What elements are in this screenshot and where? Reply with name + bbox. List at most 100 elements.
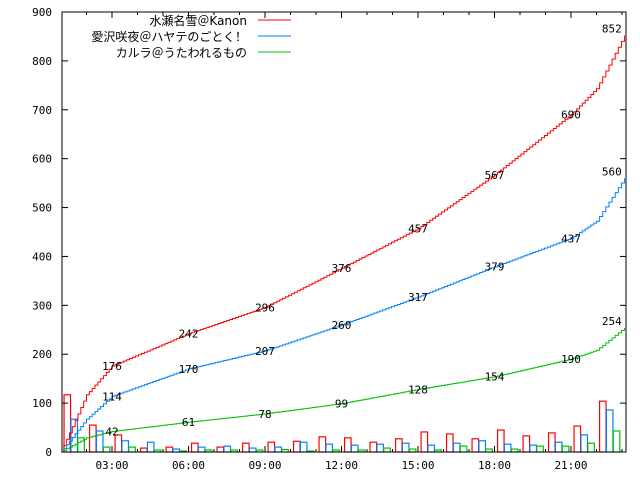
bar-1-hour-15 <box>420 431 429 453</box>
data-label-1: 690 <box>561 109 581 122</box>
data-labels: 176 242 296 376 457 567 690 852 114 170 207 260 317 3… <box>102 23 622 439</box>
bar-1-hour-22 <box>598 400 607 453</box>
y-tick-label: 100 <box>32 397 52 410</box>
plot-frame <box>61 11 627 453</box>
data-label-1: 176 <box>102 360 122 373</box>
data-label-3: 128 <box>408 383 428 396</box>
data-label-1: 852 <box>602 23 622 36</box>
bar-2-hour-3 <box>121 440 130 453</box>
bar-2-hour-6 <box>197 446 206 453</box>
y-tick-label: 400 <box>32 250 52 263</box>
bar-3-hour-2 <box>102 446 111 453</box>
data-label-3: 254 <box>602 315 622 328</box>
bar-1-hour-16 <box>445 433 454 453</box>
bar-1-hour-10 <box>292 440 301 453</box>
y-tick-label: 300 <box>32 299 52 312</box>
bar-2-hour-16 <box>452 442 461 453</box>
bar-2-hour-4 <box>146 441 155 453</box>
y-tick-label: 700 <box>32 104 52 117</box>
x-tick-label: 06:00 <box>172 459 205 472</box>
bar-2-hour-9 <box>274 446 283 453</box>
bar-2-hour-7 <box>223 445 232 453</box>
bar-2-hour-15 <box>427 444 436 453</box>
bar-1-hour-2 <box>88 424 97 453</box>
data-label-1: 242 <box>179 328 199 341</box>
data-label-3: 42 <box>105 425 118 438</box>
bar-3-hour-19 <box>536 445 544 453</box>
y-tick-label: 800 <box>32 55 52 68</box>
bar-3-hour-22 <box>612 430 621 453</box>
bar-2-hour-12 <box>350 444 359 453</box>
bar-1-hour-4 <box>139 447 148 453</box>
bar-2-hour-18 <box>503 443 512 453</box>
bar-1-hour-6 <box>190 442 199 453</box>
bar-3-hour-13 <box>383 447 391 453</box>
bar-2-hour-20 <box>554 441 563 453</box>
data-label-2: 260 <box>332 319 352 332</box>
x-tick-label: 12:00 <box>325 459 358 472</box>
bar-2-hour-22 <box>605 409 614 453</box>
bar-2-hour-17 <box>478 440 487 453</box>
bar-3-hour-3 <box>128 446 136 453</box>
data-label-2: 114 <box>102 390 122 403</box>
y-tick-label: 200 <box>32 348 52 361</box>
bar-2-hour-21 <box>580 434 589 453</box>
y-tick-label: 0 <box>45 446 52 459</box>
data-label-2: 560 <box>602 165 622 178</box>
x-tick-label: 18:00 <box>478 459 511 472</box>
bar-1-hour-13 <box>369 441 378 453</box>
data-label-3: 154 <box>485 371 505 384</box>
bar-1-hour-14 <box>394 438 403 453</box>
legend-label-3: カルラ＠うたわれるもの <box>116 46 247 60</box>
bar-3-hour-20 <box>561 445 570 453</box>
bar-1-hour-17 <box>471 438 480 453</box>
bar-3-hour-21 <box>587 442 595 453</box>
y-tick-label: 500 <box>32 202 52 215</box>
bar-1-hour-18 <box>496 429 505 453</box>
bar-1-hour-5 <box>165 446 174 453</box>
bar-1-hour-8 <box>241 442 250 453</box>
bar-2-hour-11 <box>325 443 334 453</box>
axes: 0 100 200 300 400 500 600 700 800 900 03:00 06:00 09… <box>32 6 627 472</box>
bar-1-hour-9 <box>267 441 276 453</box>
bar-1-hour-21 <box>573 425 582 453</box>
x-tick-label: 15:00 <box>401 459 434 472</box>
bar-1-hour-11 <box>318 436 327 453</box>
data-label-1: 296 <box>255 301 275 314</box>
series-line-3 <box>61 327 626 453</box>
data-label-2: 170 <box>179 363 199 376</box>
bar-2-hour-8 <box>248 447 257 453</box>
x-tick-label: 21:00 <box>554 459 587 472</box>
y-tick-label: 900 <box>32 6 52 19</box>
bar-1-hour-12 <box>343 437 352 453</box>
series-line-1 <box>61 35 626 453</box>
y-tick-label: 600 <box>32 153 52 166</box>
data-label-2: 317 <box>408 291 428 304</box>
legend-label-1: 水瀬名雪＠Kanon <box>149 13 247 28</box>
cumulative-lines <box>61 35 626 453</box>
x-tick-label: 09:00 <box>248 459 281 472</box>
data-label-3: 190 <box>561 353 581 366</box>
x-tick-label: 03:00 <box>95 459 128 472</box>
bar-1-hour-20 <box>547 432 556 453</box>
bar-2-hour-14 <box>401 442 410 453</box>
data-label-2: 379 <box>485 261 505 274</box>
series-line-2 <box>61 178 626 453</box>
bar-1-hour-7 <box>216 446 225 453</box>
bar-3-hour-16 <box>459 445 468 453</box>
data-label-3: 78 <box>258 408 271 421</box>
legend-label-2: 愛沢咲夜＠ハヤテのごとく！ <box>91 29 247 44</box>
data-label-3: 99 <box>335 398 348 411</box>
bar-2-hour-19 <box>529 444 538 453</box>
data-label-2: 437 <box>561 232 581 245</box>
bar-2-hour-13 <box>376 443 385 453</box>
data-label-1: 376 <box>332 262 352 275</box>
bar-1-hour-19 <box>522 435 531 453</box>
bar-2-hour-10 <box>299 441 308 453</box>
data-label-3: 61 <box>182 416 195 429</box>
data-label-1: 567 <box>485 169 505 182</box>
data-label-1: 457 <box>408 223 428 236</box>
